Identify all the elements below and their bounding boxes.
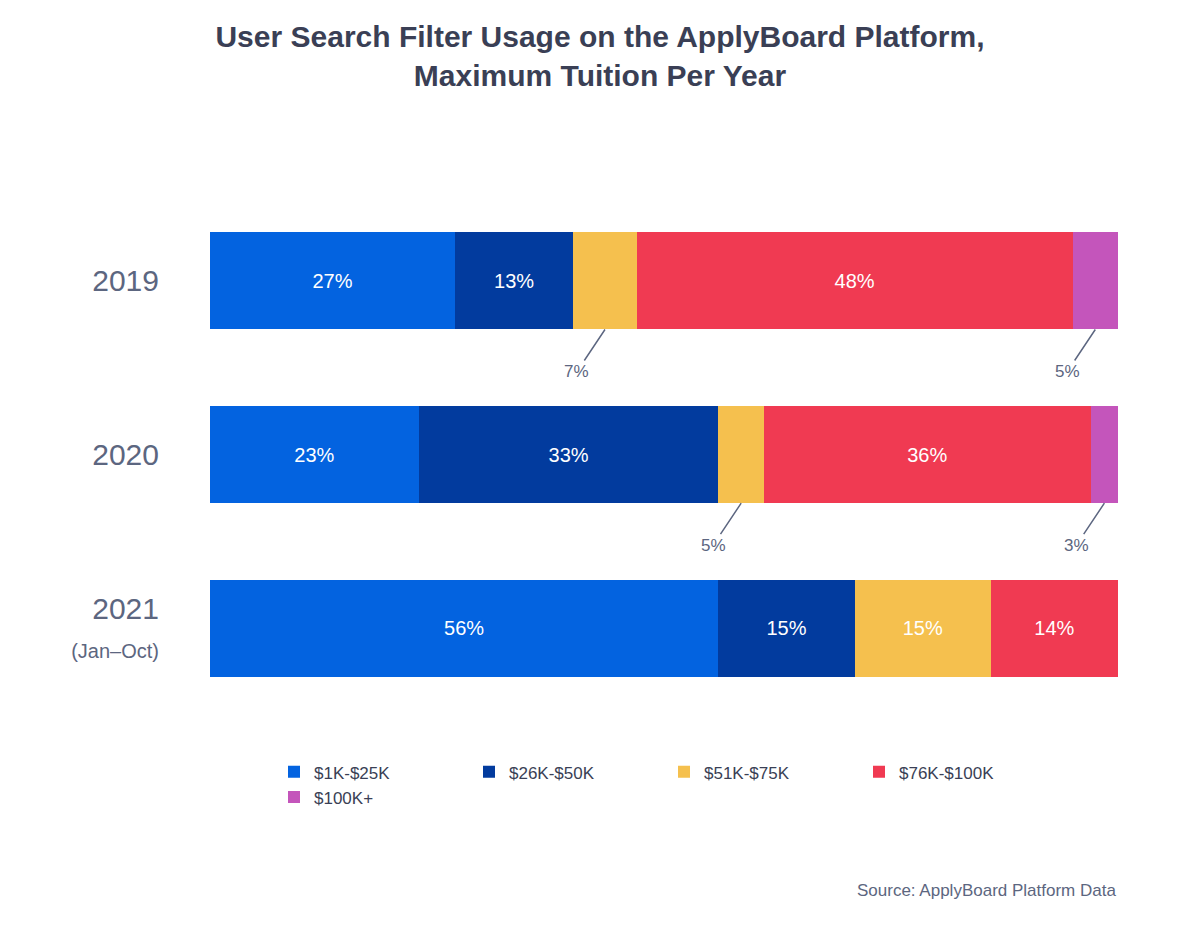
svg-text:User Search Filter Usage on th: User Search Filter Usage on the ApplyBoa… [215,20,984,92]
svg-text:14%: 14% [1034,617,1074,639]
svg-text:27%: 27% [312,270,352,292]
svg-text:5%: 5% [1055,362,1080,381]
svg-text:7%: 7% [564,362,589,381]
svg-text:13%: 13% [494,270,534,292]
svg-text:15%: 15% [766,617,806,639]
svg-text:2021(Jan–Oct): 2021(Jan–Oct) [71,592,159,662]
svg-text:48%: 48% [835,270,875,292]
svg-text:2020: 2020 [92,438,159,471]
svg-text:$76K-$100K: $76K-$100K [899,763,994,782]
svg-text:$26K-$50K: $26K-$50K [509,763,595,782]
svg-text:$100K+: $100K+ [314,789,373,808]
svg-text:3%: 3% [1064,536,1089,555]
svg-text:36%: 36% [907,444,947,466]
svg-text:2019: 2019 [92,264,159,297]
svg-text:33%: 33% [549,444,589,466]
svg-text:23%: 23% [294,444,334,466]
svg-text:$51K-$75K: $51K-$75K [704,763,790,782]
svg-text:5%: 5% [701,536,726,555]
svg-text:Source: ApplyBoard Platform Da: Source: ApplyBoard Platform Data [857,881,1116,900]
svg-text:15%: 15% [903,617,943,639]
svg-text:56%: 56% [444,617,484,639]
svg-text:$1K-$25K: $1K-$25K [314,763,390,782]
